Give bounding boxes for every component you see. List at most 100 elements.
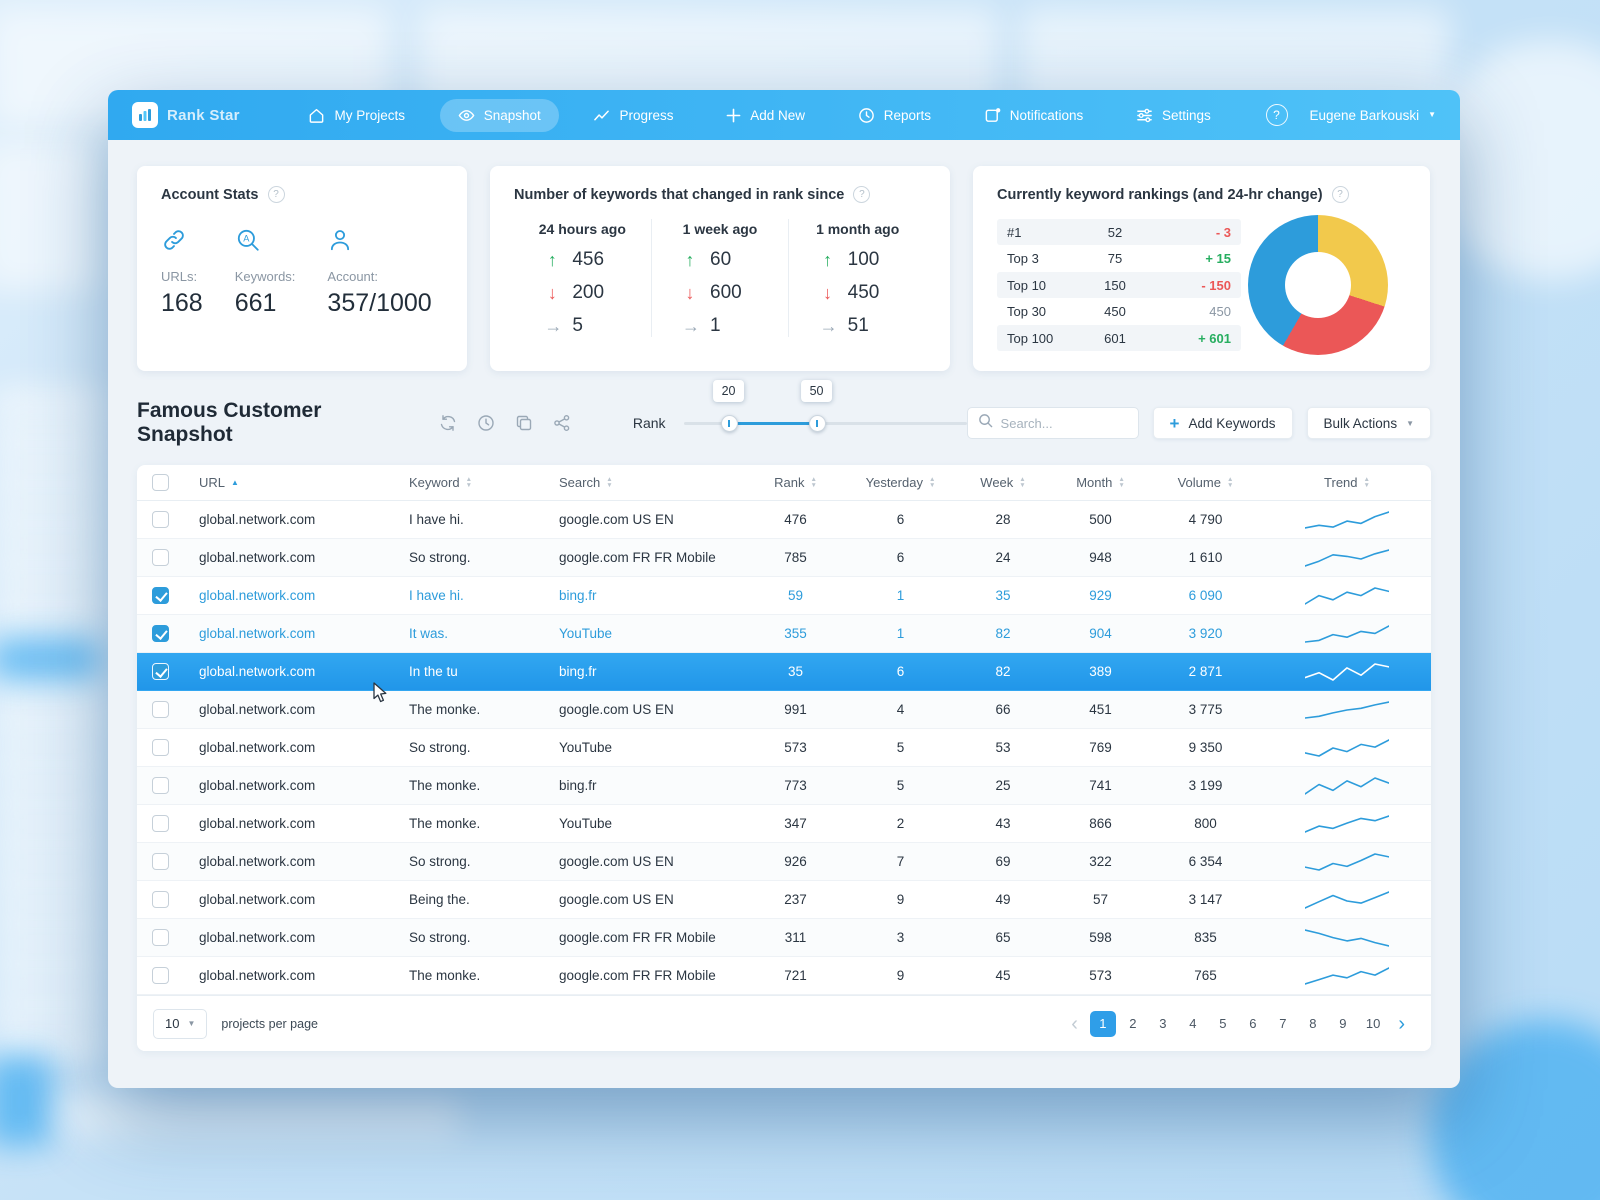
row-url: global.network.com: [199, 626, 316, 641]
history-icon[interactable]: [477, 414, 495, 432]
row-rank: 355: [784, 626, 807, 641]
nav-item-label: Settings: [1161, 107, 1211, 123]
row-trend-sparkline: [1263, 509, 1431, 531]
table-row[interactable]: global.network.com Being the. google.com…: [137, 881, 1431, 919]
table-row[interactable]: global.network.com So strong. google.com…: [137, 843, 1431, 881]
ranking-bucket: #1: [1007, 224, 1022, 240]
row-search-engine: google.com US EN: [559, 512, 674, 527]
help-tooltip-icon[interactable]: ?: [1331, 186, 1349, 203]
column-header-keyword[interactable]: Keyword ▲ ▼: [409, 475, 473, 490]
nav-item-progress[interactable]: Progress: [575, 99, 691, 132]
row-checkbox[interactable]: [152, 739, 169, 756]
slider-min-handle[interactable]: [720, 415, 738, 432]
nav-item-notifications[interactable]: Notifications: [966, 99, 1102, 132]
row-checkbox[interactable]: [152, 967, 169, 984]
row-url: global.network.com: [199, 588, 316, 603]
sync-icon[interactable]: [439, 414, 457, 432]
table-row[interactable]: global.network.com So strong. YouTube 57…: [137, 729, 1431, 767]
table-header-row: URL ▲ Keyword ▲ ▼ Search ▲ ▼ Rank ▲ ▼ Yeste…: [137, 465, 1431, 501]
nav-item-my-projects[interactable]: My Projects: [290, 99, 423, 132]
page-button[interactable]: 7: [1279, 1016, 1287, 1031]
row-checkbox[interactable]: [152, 929, 169, 946]
row-checkbox[interactable]: [152, 777, 169, 794]
row-volume: 800: [1194, 816, 1217, 831]
rank-range-slider[interactable]: 20 50: [683, 380, 967, 439]
row-checkbox[interactable]: [152, 549, 169, 566]
share-icon[interactable]: [553, 414, 571, 432]
page-button[interactable]: 2: [1129, 1016, 1137, 1031]
add-keywords-button[interactable]: + Add Keywords: [1152, 407, 1293, 439]
page-button[interactable]: 5: [1219, 1016, 1227, 1031]
ranking-change: - 150: [1201, 277, 1231, 293]
help-tooltip-icon[interactable]: ?: [267, 186, 285, 203]
column-header-search[interactable]: Search ▲ ▼: [559, 475, 613, 490]
nav-item-add-new[interactable]: Add New: [708, 100, 823, 131]
next-page-icon[interactable]: ›: [1398, 1012, 1405, 1035]
page-button[interactable]: 10: [1365, 1016, 1381, 1031]
table-row[interactable]: global.network.com I have hi. google.com…: [137, 501, 1431, 539]
table-row[interactable]: global.network.com The monke. YouTube 34…: [137, 805, 1431, 843]
column-header-yesterday[interactable]: Yesterday ▲ ▼: [865, 475, 936, 490]
column-header-week[interactable]: Week ▲ ▼: [980, 475, 1026, 490]
slider-max-handle[interactable]: [808, 415, 826, 432]
row-checkbox[interactable]: [152, 891, 169, 908]
page-button[interactable]: 1: [1089, 1010, 1116, 1037]
row-checkbox[interactable]: [152, 587, 169, 604]
page-button[interactable]: 8: [1309, 1016, 1317, 1031]
row-volume: 3 920: [1188, 626, 1223, 641]
select-all-checkbox[interactable]: [152, 474, 169, 491]
column-header-url[interactable]: URL ▲: [199, 475, 239, 490]
search-input[interactable]: [1000, 415, 1128, 431]
nav-item-label: Add New: [750, 107, 805, 123]
page-button[interactable]: 9: [1339, 1016, 1347, 1031]
table-row[interactable]: global.network.com I have hi. bing.fr 59…: [137, 577, 1431, 615]
sort-icon: ▲ ▼: [810, 476, 817, 489]
keywords-same-stat: → 5: [544, 315, 620, 337]
row-url: global.network.com: [199, 702, 316, 717]
section-tools: [439, 414, 571, 432]
slider-min-tooltip: 20: [712, 380, 745, 402]
nav-item-label: Snapshot: [483, 107, 541, 123]
sort-icon: ▲ ▼: [1363, 476, 1370, 489]
row-checkbox[interactable]: [152, 663, 169, 680]
table-row[interactable]: global.network.com The monke. google.com…: [137, 691, 1431, 729]
help-tooltip-icon[interactable]: ?: [853, 186, 871, 203]
copy-icon[interactable]: [515, 414, 533, 432]
page-button[interactable]: 3: [1159, 1016, 1167, 1031]
help-button[interactable]: ?: [1265, 104, 1288, 126]
page-button[interactable]: 6: [1249, 1016, 1257, 1031]
column-header-rank[interactable]: Rank ▲ ▼: [774, 475, 817, 490]
bulk-actions-button[interactable]: Bulk Actions ▼: [1306, 407, 1431, 439]
table-row[interactable]: global.network.com The monke. bing.fr 77…: [137, 767, 1431, 805]
row-checkbox[interactable]: [152, 625, 169, 642]
previous-page-icon[interactable]: ‹: [1071, 1012, 1078, 1035]
app-logo[interactable]: Rank Star: [132, 102, 240, 128]
table-row[interactable]: global.network.com So strong. google.com…: [137, 919, 1431, 957]
row-checkbox[interactable]: [152, 511, 169, 528]
user-menu[interactable]: Eugene Barkouski ▼: [1310, 108, 1437, 123]
table-row[interactable]: global.network.com In the tu bing.fr 35 …: [137, 653, 1431, 691]
per-page-select[interactable]: 10 ▼: [153, 1008, 208, 1039]
row-week: 43: [995, 816, 1011, 831]
current-rankings-card: Currently keyword rankings (and 24-hr ch…: [973, 166, 1430, 371]
row-checkbox[interactable]: [152, 853, 169, 870]
row-checkbox[interactable]: [152, 701, 169, 718]
table-row[interactable]: global.network.com It was. YouTube 355 1…: [137, 615, 1431, 653]
row-checkbox[interactable]: [152, 815, 169, 832]
column-header-month[interactable]: Month ▲ ▼: [1076, 475, 1125, 490]
row-search-engine: bing.fr: [559, 588, 597, 603]
card-title: Number of keywords that changed in rank …: [514, 186, 845, 203]
column-header-volume[interactable]: Volume ▲ ▼: [1177, 475, 1234, 490]
nav-item-settings[interactable]: Settings: [1118, 99, 1229, 132]
row-keyword: So strong.: [409, 930, 471, 945]
page-button[interactable]: 4: [1189, 1016, 1197, 1031]
nav-item-reports[interactable]: Reports: [840, 99, 949, 132]
table-row[interactable]: global.network.com The monke. google.com…: [137, 957, 1431, 995]
column-header-trend[interactable]: Trend ▲ ▼: [1324, 475, 1370, 490]
app-name: Rank Star: [167, 106, 240, 124]
nav-item-snapshot[interactable]: Snapshot: [439, 98, 559, 132]
arrow-down-icon: ↓: [823, 282, 833, 303]
search-box[interactable]: [966, 407, 1139, 439]
table-row[interactable]: global.network.com So strong. google.com…: [137, 539, 1431, 577]
row-week: 35: [995, 588, 1011, 603]
